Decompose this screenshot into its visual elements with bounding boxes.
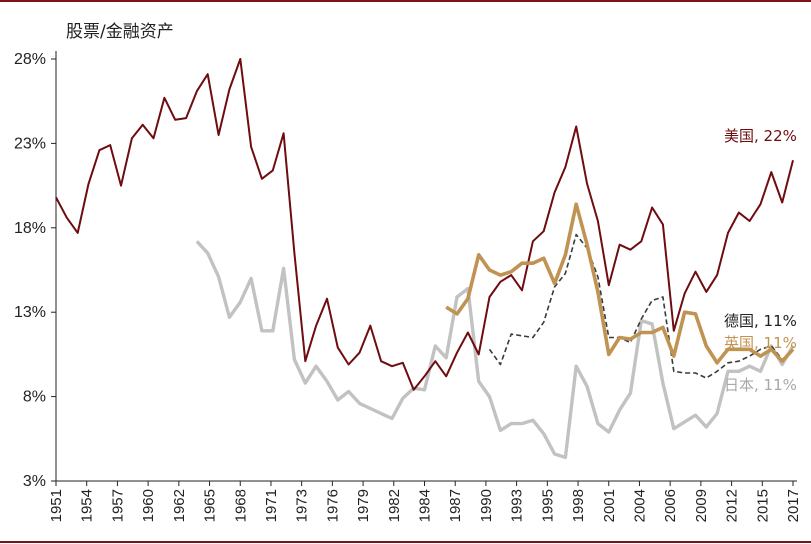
x-tick-label: 1998 xyxy=(570,489,587,522)
x-axis: 1951 1954 1957 1960 1962 1965 1968 1971 1973 1976… xyxy=(48,480,802,522)
x-tick-label: 1971 xyxy=(263,489,280,522)
x-tick-label: 1984 xyxy=(417,489,434,522)
y-tick-label: 18% xyxy=(14,220,46,237)
x-tick-label: 1973 xyxy=(294,489,311,522)
x-tick-label: 2001 xyxy=(601,489,618,522)
series-line-英国 xyxy=(445,202,795,365)
series-lines xyxy=(55,58,795,460)
series-label-美国: 美国, 22% xyxy=(724,127,797,145)
chart-title: 股票/金融资产 xyxy=(66,22,174,42)
y-axis: 3% 8% 13% 18% 23% 28% xyxy=(14,51,57,490)
x-tick-label: 2009 xyxy=(693,489,710,522)
x-tick-label: 1962 xyxy=(171,489,188,522)
y-tick-label: 3% xyxy=(23,473,46,490)
x-tick-label: 2012 xyxy=(724,489,741,522)
x-tick-label: 1951 xyxy=(48,489,65,522)
y-tick-label: 23% xyxy=(14,135,46,152)
x-tick-label: 2004 xyxy=(631,489,648,522)
y-tick-label: 8% xyxy=(23,389,46,406)
series-line-美国 xyxy=(55,58,794,391)
x-tick-label: 1954 xyxy=(79,489,96,522)
x-tick-label: 2015 xyxy=(754,489,771,522)
x-tick-label: 2006 xyxy=(662,489,679,522)
y-tick-label: 13% xyxy=(14,304,46,321)
x-tick-label: 1957 xyxy=(109,489,126,522)
x-tick-label: 1965 xyxy=(202,489,219,522)
y-tick-label: 28% xyxy=(14,51,46,68)
x-tick-label: 1982 xyxy=(386,489,403,522)
series-line-德国 xyxy=(488,233,794,379)
x-tick-label: 2017 xyxy=(785,489,802,522)
x-tick-label: 1990 xyxy=(478,489,495,522)
x-tick-label: 1995 xyxy=(539,489,556,522)
series-labels: 美国, 22% 英国, 11% 德国, 11% 日本, 11% xyxy=(724,127,797,394)
series-label-英国: 英国, 11% xyxy=(724,334,797,352)
series-label-德国: 德国, 11% xyxy=(724,312,797,330)
x-tick-label: 1968 xyxy=(232,489,249,522)
x-tick-label: 1979 xyxy=(355,489,372,522)
x-tick-label: 1993 xyxy=(509,489,526,522)
x-tick-label: 1976 xyxy=(324,489,341,522)
x-tick-label: 1987 xyxy=(447,489,464,522)
series-label-日本: 日本, 11% xyxy=(724,376,797,394)
x-tick-label: 1960 xyxy=(140,489,157,522)
series-line-日本 xyxy=(195,240,795,460)
